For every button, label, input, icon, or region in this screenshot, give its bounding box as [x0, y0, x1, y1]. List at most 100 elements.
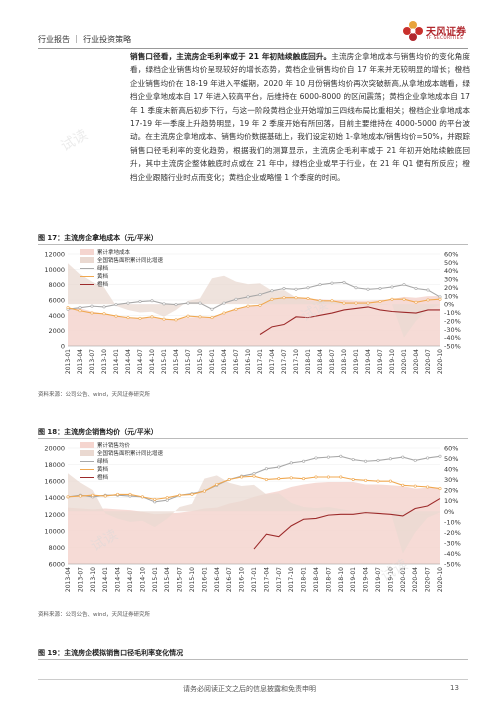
- legend-item: 全国销售面积累计同比增速: [80, 449, 163, 457]
- data-point: [364, 459, 368, 463]
- fig18-caption: 图 18：主流房企销售均价（元/平米）: [38, 428, 158, 436]
- body-paragraph: 销售口径看，主流房企毛利率或于 21 年初陆续触底回升。主流房企拿地成本与销售均…: [130, 50, 470, 184]
- data-point: [114, 303, 118, 307]
- x-tick-label: 2018-10: [341, 349, 348, 374]
- data-point: [289, 461, 293, 465]
- data-point: [302, 459, 306, 463]
- data-point: [326, 475, 330, 479]
- data-point: [258, 293, 262, 297]
- data-point: [376, 479, 380, 483]
- data-point: [78, 309, 82, 313]
- data-point: [351, 458, 355, 462]
- y2-tick-label: -30%: [444, 539, 461, 547]
- data-point: [153, 497, 157, 501]
- legend-swatch: [80, 276, 94, 277]
- data-point: [318, 283, 322, 287]
- data-point: [174, 303, 178, 307]
- data-point: [366, 301, 370, 305]
- legend-swatch: [80, 249, 94, 255]
- x-tick-label: 2014-04: [125, 349, 132, 374]
- series-line-4: [253, 498, 441, 550]
- x-tick-label: 2019-04: [365, 349, 372, 374]
- fig17-axes: 020004000600080001000012000-50%-40%-30%-…: [44, 251, 460, 375]
- header-separator: ｜: [72, 35, 84, 44]
- y2-tick-label: 0%: [444, 508, 454, 516]
- data-point: [103, 494, 107, 498]
- fig18-rule: [38, 438, 468, 439]
- data-point: [252, 474, 256, 478]
- x-tick-label: 2020-01: [400, 567, 407, 592]
- page-number: 13: [450, 684, 459, 692]
- data-point: [339, 454, 343, 458]
- y2-tick-label: 50%: [444, 455, 458, 463]
- x-tick-label: 2016-07: [226, 567, 233, 592]
- x-tick-label: 2018-10: [338, 567, 345, 592]
- y2-tick-label: 0%: [444, 301, 454, 309]
- x-tick-label: 2015-01: [161, 349, 168, 374]
- data-point: [330, 281, 334, 285]
- x-tick-label: 2019-04: [363, 567, 370, 592]
- x-tick-label: 2014-07: [137, 349, 144, 374]
- y2-tick-label: 40%: [444, 466, 458, 474]
- data-point: [354, 286, 358, 290]
- fig18-chart: 6000 8000 10000 12000 14000 16000 18000 20000 -5…: [44, 445, 460, 593]
- fig18-source: 资料来源：公司公告、wind，天风证券研究所: [38, 612, 151, 618]
- fig17-source: 资料来源：公司公告、wind，天风证券研究所: [38, 392, 151, 398]
- data-point: [190, 492, 194, 496]
- legend-swatch: [80, 284, 94, 285]
- data-point: [258, 303, 262, 307]
- x-tick-label: 2016-04: [214, 567, 221, 592]
- y2-tick-label: -20%: [444, 529, 461, 537]
- data-point: [342, 280, 346, 284]
- x-tick-label: 2018-07: [325, 567, 332, 592]
- data-point: [234, 297, 238, 301]
- data-point: [246, 295, 250, 299]
- data-point: [426, 288, 430, 292]
- x-tick-label: 2018-01: [301, 567, 308, 592]
- x-tick-label: 2014-01: [113, 349, 120, 374]
- logo-name: 天风证券: [426, 27, 466, 38]
- data-point: [138, 316, 142, 320]
- data-point: [401, 483, 405, 487]
- legend-item: 累计拿地成本: [80, 248, 163, 256]
- x-tick-label: 2015-07: [185, 349, 192, 374]
- data-point: [162, 317, 166, 321]
- data-point: [114, 314, 118, 318]
- x-tick-label: 2018-04: [317, 349, 324, 374]
- legend-item: 橙档: [80, 473, 163, 481]
- data-point: [198, 315, 202, 319]
- data-point: [426, 485, 430, 489]
- x-tick-label: 2020-10: [437, 349, 444, 374]
- x-tick-label: 2017-04: [263, 567, 270, 592]
- data-point: [302, 477, 306, 481]
- data-point: [264, 477, 268, 481]
- fig18-axes: 6000 8000 10000 12000 14000 16000 18000 20000 -5…: [44, 445, 460, 593]
- data-point: [426, 298, 430, 302]
- data-point: [140, 495, 144, 499]
- x-tick-label: 2016-01: [201, 567, 208, 592]
- data-point: [289, 476, 293, 480]
- watermark: 试读: [58, 126, 91, 155]
- fig17-rule: [38, 244, 468, 245]
- report-header: 行业报告 ｜ 行业投资策略: [38, 34, 131, 45]
- x-tick-label: 2015-10: [197, 349, 204, 374]
- y-tick-label: 0: [61, 343, 65, 351]
- legend-swatch: [80, 461, 94, 462]
- data-point: [270, 289, 274, 293]
- data-point: [186, 314, 190, 318]
- data-point: [282, 286, 286, 290]
- data-point: [234, 307, 238, 311]
- data-point: [153, 500, 157, 504]
- data-point: [126, 316, 130, 320]
- x-tick-label: 2014-07: [127, 567, 134, 592]
- data-point: [78, 494, 82, 498]
- data-point: [438, 487, 442, 491]
- logo-subtitle: TF SECURITIES: [426, 36, 464, 41]
- data-point: [222, 301, 226, 305]
- data-point: [174, 318, 178, 322]
- y2-tick-label: 60%: [444, 251, 458, 259]
- data-point: [378, 286, 382, 290]
- header-rule: [38, 48, 468, 49]
- data-point: [306, 296, 310, 300]
- data-point: [138, 300, 142, 304]
